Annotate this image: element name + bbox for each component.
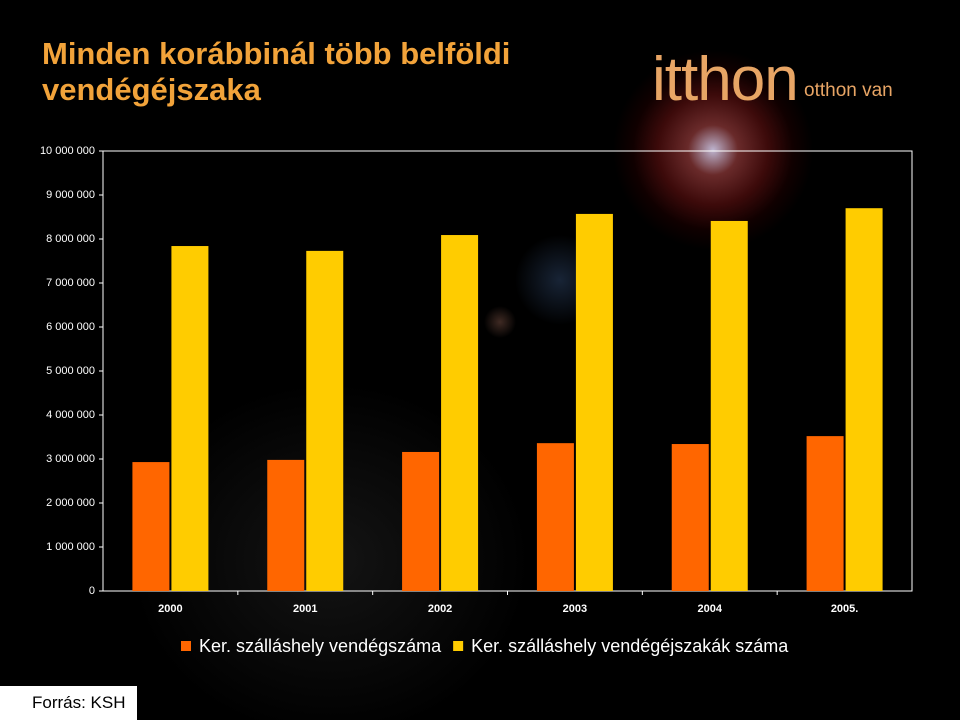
bar [806, 436, 844, 591]
legend-swatch [453, 641, 464, 651]
logo-tagline: otthon van [804, 80, 893, 101]
y-tick-label: 10 000 000 [40, 145, 95, 157]
bar [402, 451, 440, 591]
bar [710, 220, 748, 591]
y-tick-label: 9 000 000 [46, 189, 95, 201]
legend-label: Ker. szálláshely vendégéjszakák száma [471, 636, 789, 656]
legend-label: Ker. szálláshely vendégszáma [199, 636, 442, 656]
y-tick-label: 7 000 000 [46, 277, 95, 289]
slide-title: Minden korábbinál több belföldi vendégéj… [42, 36, 511, 107]
legend-swatch [181, 641, 191, 651]
bar [267, 459, 305, 591]
x-tick-label: 2003 [563, 603, 587, 615]
y-tick-label: 8 000 000 [46, 233, 95, 245]
bar [132, 462, 170, 591]
bar [575, 213, 613, 592]
x-tick-label: 2001 [293, 603, 317, 615]
y-tick-label: 1 000 000 [46, 541, 95, 553]
source-note: Forrás: KSH [0, 686, 137, 720]
bar [441, 235, 479, 592]
y-tick-label: 2 000 000 [46, 497, 95, 509]
plot-frame [102, 150, 913, 592]
y-tick-label: 0 [89, 585, 95, 597]
bar [536, 443, 574, 591]
y-tick-label: 3 000 000 [46, 453, 95, 465]
x-tick-label: 2005. [831, 603, 859, 615]
y-tick-label: 6 000 000 [46, 321, 95, 333]
bar [845, 208, 883, 591]
y-tick-label: 4 000 000 [46, 409, 95, 421]
bar [671, 444, 709, 591]
x-tick-label: 2002 [428, 603, 452, 615]
x-tick-label: 2004 [698, 603, 723, 615]
bar [306, 250, 344, 591]
x-tick-label: 2000 [158, 603, 182, 615]
y-tick-label: 5 000 000 [46, 365, 95, 377]
bar [171, 246, 209, 592]
logo-brand: itthon [652, 45, 799, 114]
